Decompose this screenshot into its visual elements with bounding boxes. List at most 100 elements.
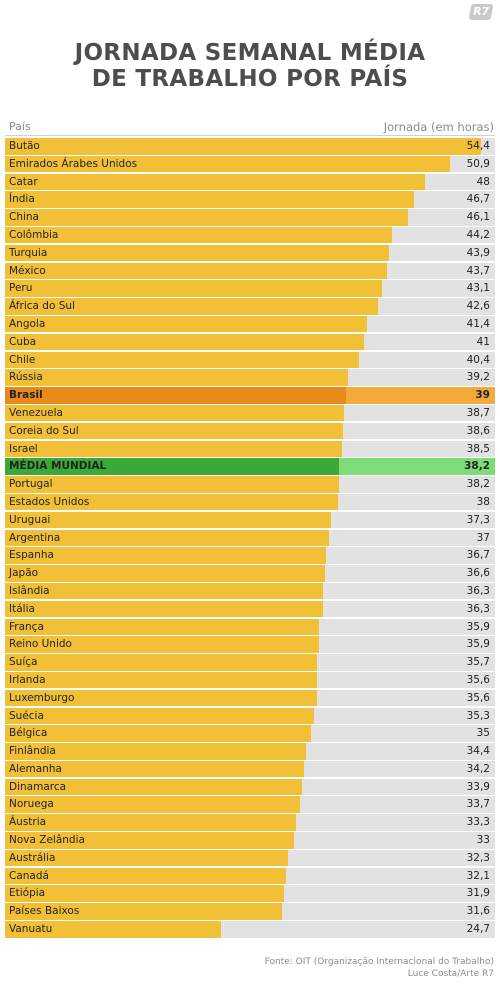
bar (5, 298, 378, 315)
country-label: Irlanda (9, 673, 46, 686)
country-label: Áustria (9, 816, 47, 829)
country-label: Alemanha (9, 762, 62, 775)
country-label: China (9, 211, 39, 224)
country-label: Nova Zelândia (9, 834, 85, 847)
country-label: Portugal (9, 478, 53, 491)
value-label: 32,1 (466, 869, 490, 882)
bar (5, 796, 300, 813)
bar (5, 280, 383, 297)
country-label: Reino Unido (9, 638, 72, 651)
bar-row: Canadá 32,1 (5, 867, 495, 885)
bar-row: Alemanha 34,2 (5, 760, 495, 778)
bar-row: Rússia 39,2 (5, 369, 495, 386)
country-label: Chile (9, 353, 36, 366)
bar-row: MÉDIA MUNDIAL 38,2 (5, 458, 495, 475)
bar (5, 529, 329, 547)
bar (5, 849, 288, 867)
bar-row: Estados Unidos 38 (5, 493, 495, 511)
value-label: 34,2 (466, 762, 490, 775)
bar (5, 582, 323, 600)
value-label: 31,6 (466, 905, 490, 918)
bar-row: Islândia 36,3 (5, 582, 495, 600)
value-label: 35,6 (466, 691, 490, 704)
bar-row: Argentina 37 (5, 529, 495, 547)
country-label: Cuba (9, 335, 37, 348)
bar (5, 671, 317, 689)
bar (5, 138, 481, 155)
value-label: 36,3 (466, 584, 490, 597)
bar-row: Irlanda 35,6 (5, 671, 495, 689)
bar-row: China 46,1 (5, 209, 495, 226)
value-label: 44,2 (466, 228, 490, 241)
source-note: Fonte: OIT (Organização Internacional do… (265, 957, 494, 980)
value-label: 37,3 (466, 513, 490, 526)
bar (5, 885, 285, 902)
column-header-country: País (9, 120, 31, 133)
value-label: 34,4 (466, 745, 490, 758)
country-label: Argentina (9, 531, 61, 544)
bar-row: Chile 40,4 (5, 351, 495, 369)
country-label: Canadá (9, 869, 49, 882)
bar (5, 262, 388, 280)
value-label: 41 (476, 335, 490, 348)
bar-row: Noruega 33,7 (5, 796, 495, 813)
country-label: Itália (9, 602, 35, 615)
value-label: 38 (476, 495, 490, 508)
bar (5, 458, 340, 475)
bar (5, 191, 414, 208)
bar (5, 209, 409, 226)
country-label: Butão (9, 140, 40, 152)
value-label: 37 (476, 531, 490, 544)
bar (5, 565, 326, 582)
bar (5, 921, 222, 938)
value-label: 38,2 (466, 478, 490, 491)
bar-row: Dinamarca 33,9 (5, 778, 495, 796)
value-label: 46,7 (466, 193, 490, 206)
bar-row: Reino Unido 35,9 (5, 636, 495, 653)
country-label: México (9, 264, 46, 277)
country-label: Espanha (9, 549, 54, 562)
value-label: 31,9 (466, 887, 490, 900)
header-divider (5, 135, 495, 136)
value-label: 32,3 (466, 851, 490, 864)
bar-row: Brasil 39 (5, 387, 495, 404)
bar (5, 600, 323, 618)
bar (5, 404, 344, 422)
value-label: 39 (475, 389, 490, 402)
value-label: 43,9 (466, 246, 490, 259)
country-label: Brasil (9, 389, 43, 402)
chart-title-line-2: DE TRABALHO POR PAÍS (91, 66, 409, 92)
country-label: Índia (9, 193, 35, 206)
value-label: 40,4 (466, 353, 490, 366)
value-label: 33 (476, 834, 490, 847)
bar-row: Japão 36,6 (5, 565, 495, 582)
value-label: 50,9 (466, 157, 490, 170)
country-label: Uruguai (9, 513, 51, 526)
bar-row: Índia 46,7 (5, 191, 495, 208)
country-label: MÉDIA MUNDIAL (9, 460, 107, 473)
bar-row: Coreia do Sul 38,6 (5, 422, 495, 440)
bar (5, 707, 314, 724)
bar-row: México 43,7 (5, 262, 495, 280)
country-label: França (9, 620, 44, 633)
bar-row: Nova Zelândia 33 (5, 832, 495, 849)
value-label: 35,9 (466, 638, 490, 651)
country-label: Rússia (9, 371, 43, 384)
country-label: Suécia (9, 709, 44, 722)
bar-row: Suíça 35,7 (5, 654, 495, 671)
value-label: 38,2 (464, 460, 490, 473)
bar-row: Portugal 38,2 (5, 476, 495, 493)
value-label: 35,9 (466, 620, 490, 633)
bar-row: Bélgica 35 (5, 725, 495, 742)
bar (5, 814, 297, 831)
bar (5, 547, 327, 564)
country-label: Vanuatu (9, 923, 53, 936)
bar (5, 173, 425, 191)
country-label: Angola (9, 317, 46, 330)
value-label: 33,3 (466, 816, 490, 829)
value-label: 38,6 (466, 424, 490, 437)
value-label: 54,4 (466, 140, 490, 152)
bar (5, 440, 342, 458)
bar-row: Etiópia 31,9 (5, 885, 495, 902)
bar (5, 743, 306, 760)
